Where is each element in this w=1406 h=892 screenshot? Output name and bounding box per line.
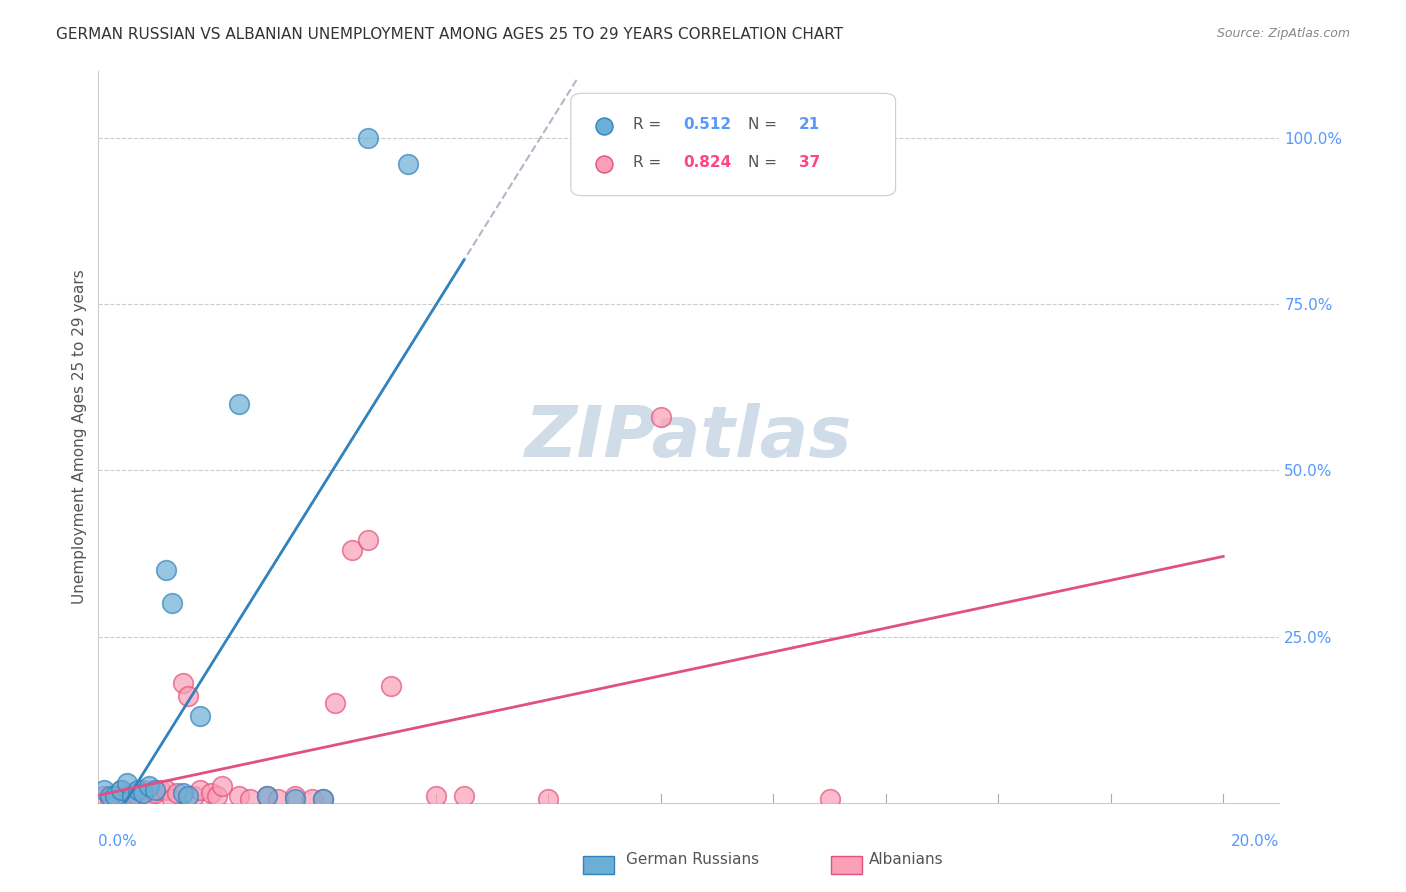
Point bbox=[357, 533, 380, 548]
Point bbox=[284, 792, 307, 806]
Point bbox=[172, 786, 194, 800]
Point bbox=[205, 789, 228, 804]
Point bbox=[98, 792, 121, 806]
Text: 0.0%: 0.0% bbox=[98, 834, 138, 849]
Point bbox=[115, 776, 138, 790]
Point bbox=[104, 789, 127, 804]
Point bbox=[121, 786, 143, 800]
Text: 0.512: 0.512 bbox=[683, 117, 731, 132]
Point bbox=[121, 789, 143, 804]
Text: Albanians: Albanians bbox=[869, 852, 943, 867]
Text: N =: N = bbox=[748, 155, 782, 170]
Point bbox=[127, 782, 149, 797]
Text: German Russians: German Russians bbox=[626, 852, 759, 867]
Point bbox=[132, 786, 155, 800]
Text: N =: N = bbox=[748, 117, 782, 132]
Text: 0.824: 0.824 bbox=[683, 155, 731, 170]
Point bbox=[818, 792, 841, 806]
Point bbox=[301, 792, 323, 806]
Text: R =: R = bbox=[634, 117, 666, 132]
Point bbox=[453, 789, 475, 804]
Point bbox=[155, 563, 177, 577]
Text: 20.0%: 20.0% bbox=[1232, 834, 1279, 849]
Text: R =: R = bbox=[634, 155, 666, 170]
Point bbox=[284, 789, 307, 804]
Point bbox=[239, 792, 262, 806]
Point bbox=[93, 789, 115, 804]
Point bbox=[160, 792, 183, 806]
Point bbox=[650, 410, 672, 425]
Point bbox=[340, 543, 363, 558]
Y-axis label: Unemployment Among Ages 25 to 29 years: Unemployment Among Ages 25 to 29 years bbox=[72, 269, 87, 605]
Point bbox=[396, 157, 419, 171]
Point bbox=[177, 789, 200, 804]
Point bbox=[110, 782, 132, 797]
Point bbox=[228, 397, 250, 411]
Point bbox=[256, 789, 278, 804]
Point bbox=[149, 782, 172, 797]
Point bbox=[138, 779, 160, 793]
Point bbox=[183, 789, 205, 804]
Point bbox=[155, 782, 177, 797]
Point bbox=[256, 789, 278, 804]
FancyBboxPatch shape bbox=[571, 94, 896, 195]
Point bbox=[425, 789, 447, 804]
Point bbox=[323, 696, 346, 710]
Text: GERMAN RUSSIAN VS ALBANIAN UNEMPLOYMENT AMONG AGES 25 TO 29 YEARS CORRELATION CH: GERMAN RUSSIAN VS ALBANIAN UNEMPLOYMENT … bbox=[56, 27, 844, 42]
Text: ZIPatlas: ZIPatlas bbox=[526, 402, 852, 472]
Point bbox=[172, 676, 194, 690]
Point bbox=[98, 789, 121, 804]
Point bbox=[93, 782, 115, 797]
Point bbox=[110, 782, 132, 797]
Point bbox=[312, 792, 335, 806]
Point bbox=[115, 789, 138, 804]
Point bbox=[138, 789, 160, 804]
Point bbox=[200, 786, 222, 800]
Point bbox=[132, 782, 155, 797]
Point bbox=[267, 792, 290, 806]
Point bbox=[537, 792, 560, 806]
Point bbox=[312, 792, 335, 806]
Point bbox=[104, 789, 127, 804]
Point bbox=[143, 782, 166, 797]
Point bbox=[177, 690, 200, 704]
Point bbox=[143, 786, 166, 800]
Text: Source: ZipAtlas.com: Source: ZipAtlas.com bbox=[1216, 27, 1350, 40]
Text: 37: 37 bbox=[799, 155, 820, 170]
Point bbox=[188, 709, 211, 723]
Text: 21: 21 bbox=[799, 117, 820, 132]
Point bbox=[380, 680, 402, 694]
Point bbox=[127, 789, 149, 804]
Point bbox=[160, 596, 183, 610]
Point bbox=[211, 779, 233, 793]
Point bbox=[188, 782, 211, 797]
Point bbox=[166, 786, 188, 800]
Point bbox=[228, 789, 250, 804]
Point bbox=[357, 131, 380, 145]
